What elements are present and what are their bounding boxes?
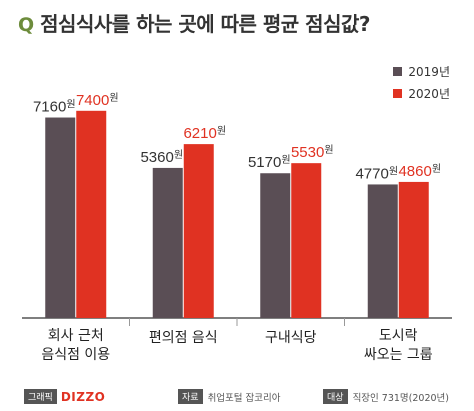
data-label-2019년-1: 5360원 <box>140 149 183 166</box>
source: 자료 취업포털 잡코리아 <box>178 389 281 404</box>
data-label-2020년-2: 5530원 <box>291 144 334 161</box>
data-label-2019년-2: 5170원 <box>248 154 291 171</box>
bar-2019년-2 <box>260 173 291 318</box>
category-label-3: 싸오는 그룹 <box>364 347 433 363</box>
bar-2020년-0 <box>76 110 107 318</box>
legend: 2019년 2020년 <box>340 60 450 104</box>
brand-tag: 그래픽 <box>24 389 57 404</box>
target: 대상 직장인 731명(2020년) <box>323 389 449 404</box>
legend-item-2020: 2020년 <box>340 82 450 104</box>
data-label-2020년-0: 7400원 <box>76 92 119 109</box>
bar-2020년-1 <box>183 144 214 318</box>
data-label-2019년-0: 7160원 <box>33 99 76 116</box>
legend-swatch-2019 <box>393 66 403 76</box>
footer: 그래픽 DIZZO 자료 취업포털 잡코리아 대상 직장인 731명(2020년… <box>0 385 474 407</box>
category-label-0: 음식점 이용 <box>41 347 110 363</box>
source-tag: 자료 <box>178 389 203 404</box>
bar-2020년-3 <box>398 181 429 318</box>
source-text: 취업포털 잡코리아 <box>207 392 281 404</box>
target-text: 직장인 731명(2020년) <box>352 392 450 404</box>
legend-label-2019: 2019년 <box>408 64 450 79</box>
legend-item-2019: 2019년 <box>340 60 450 82</box>
category-label-0: 회사 근처 <box>48 328 104 344</box>
chart-title-row: Q 점심식사를 하는 곳에 따른 평균 점심값? <box>18 8 468 38</box>
data-label-2020년-1: 6210원 <box>183 125 226 142</box>
bar-2019년-0 <box>45 117 76 319</box>
legend-label-2020: 2020년 <box>408 86 450 101</box>
chart-title: 점심식사를 하는 곳에 따른 평균 점심값? <box>40 12 370 36</box>
brand: 그래픽 DIZZO <box>24 389 105 404</box>
bar-2020년-2 <box>291 163 322 318</box>
data-label-2019년-3: 4770원 <box>355 165 398 182</box>
brand-logo: DIZZO <box>60 389 106 404</box>
category-label-1: 편의점 음식 <box>149 330 218 346</box>
legend-swatch-2020 <box>393 88 403 98</box>
bar-2019년-1 <box>152 167 183 318</box>
question-mark-label: Q <box>18 14 35 36</box>
data-label-2020년-3: 4860원 <box>398 163 441 180</box>
bar-2019년-3 <box>367 184 398 318</box>
category-label-3: 도시락 <box>379 328 418 344</box>
category-label-2: 구내식당 <box>265 330 317 346</box>
target-tag: 대상 <box>323 389 348 404</box>
